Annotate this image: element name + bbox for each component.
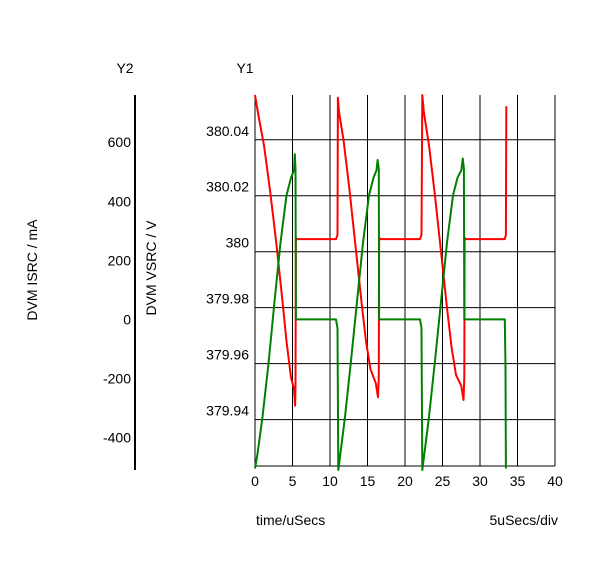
x-tick-label: 35 <box>510 473 526 489</box>
y2-tick-label: 200 <box>108 252 132 268</box>
x-axis-label: time/uSecs <box>256 512 325 528</box>
x-tick-label: 40 <box>547 473 563 489</box>
y2-header: Y2 <box>116 60 133 76</box>
y2-tick-label: 0 <box>123 311 131 327</box>
x-tick-label: 10 <box>322 473 338 489</box>
y1-tick-labels: 379.94 379.96 379.98 380 380.02 380.04 <box>206 123 249 419</box>
x-tick-label: 5 <box>289 473 297 489</box>
y2-tick-label: -400 <box>103 430 131 446</box>
y1-tick-label: 379.94 <box>206 403 249 419</box>
x-gridlines <box>292 95 556 466</box>
series-isrc-line <box>254 153 507 471</box>
y1-tick-label: 380 <box>226 235 250 251</box>
x-tick-label: 30 <box>472 473 488 489</box>
series-group <box>254 94 508 471</box>
y1-tick-label: 380.04 <box>206 123 249 139</box>
x-tick-label: 0 <box>251 473 259 489</box>
x-div-label: 5uSecs/div <box>490 512 558 528</box>
y1-axis-label: DVM VSRC / V <box>143 220 159 316</box>
x-tick-labels: 0 5 10 15 20 25 30 35 40 <box>251 473 563 489</box>
y2-axis-label: DVM ISRC / mA <box>24 219 40 321</box>
y2-tick-label: 400 <box>108 193 132 209</box>
y1-tick-label: 379.96 <box>206 347 249 363</box>
y2-tick-labels: -400 -200 0 200 400 600 <box>103 134 131 445</box>
y2-tick-label: 600 <box>108 134 132 150</box>
y1-header: Y1 <box>236 60 253 76</box>
y2-tick-label: -200 <box>103 370 131 386</box>
x-tick-label: 15 <box>360 473 376 489</box>
series-vsrc-line <box>254 94 508 407</box>
y1-tick-label: 379.98 <box>206 291 249 307</box>
y1-tick-label: 380.02 <box>206 179 249 195</box>
x-tick-label: 25 <box>435 473 451 489</box>
x-tick-label: 20 <box>397 473 413 489</box>
